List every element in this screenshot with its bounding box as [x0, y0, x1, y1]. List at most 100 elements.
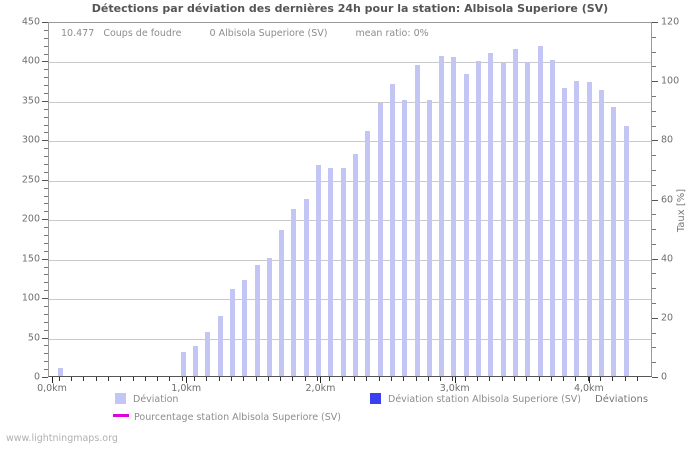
y-axis-left-minor-tick — [44, 195, 48, 197]
y-axis-right-tick-label: 20 — [661, 312, 674, 324]
gridline — [49, 62, 651, 64]
y-axis-left-tick-label: 350 — [21, 95, 40, 107]
y-axis-left-minor-tick — [44, 290, 48, 292]
y-axis-right-minor-tick — [652, 125, 656, 127]
x-axis-minor-tick — [292, 377, 294, 381]
y-axis-right-tick-label: 0 — [661, 371, 668, 383]
y-axis-left-minor-tick — [44, 369, 48, 371]
y-axis-left-minor-tick — [44, 313, 48, 315]
y-axis-left-tick-label: 150 — [21, 253, 40, 265]
bar — [525, 62, 531, 376]
y-axis-right-minor-tick — [652, 229, 656, 231]
y-axis-left-minor-tick — [44, 77, 48, 79]
x-axis-minor-tick — [181, 377, 183, 381]
y-axis-left-minor-tick — [44, 203, 48, 205]
bar — [353, 154, 358, 376]
bar — [193, 346, 199, 376]
bar — [254, 264, 260, 376]
legend-label-deviation-station: Déviation station Albisola Superiore (SV… — [388, 394, 582, 405]
bar — [57, 368, 63, 376]
gridline — [49, 141, 651, 143]
x-axis-minor-tick — [83, 377, 85, 381]
bar — [512, 49, 518, 376]
y-axis-left-tick — [42, 298, 48, 300]
y-axis-right-minor-tick — [652, 155, 656, 157]
x-axis-title: Déviations — [595, 394, 649, 405]
x-axis-minor-tick — [194, 377, 196, 381]
bar — [451, 56, 457, 376]
y-axis-left-minor-tick — [44, 69, 48, 71]
y-axis-left-minor-tick — [44, 211, 48, 213]
x-axis-tick-label: 2,0km — [305, 383, 336, 394]
y-axis-left-minor-tick — [44, 93, 48, 94]
gridline — [49, 338, 651, 340]
legend-swatch-percentage-station — [113, 414, 129, 417]
bar — [488, 52, 494, 376]
y-axis-left-tick — [42, 61, 48, 63]
y-axis-left-minor-tick — [44, 164, 48, 165]
legend-swatch-deviation — [115, 393, 126, 404]
y-axis-left-minor-tick — [44, 329, 48, 331]
plot-inner — [49, 23, 651, 376]
x-axis-tick — [186, 377, 188, 383]
x-axis-minor-tick — [280, 377, 282, 381]
legend-item-deviation-station[interactable]: Déviation station Albisola Superiore (SV… — [370, 393, 581, 405]
gridline — [49, 180, 651, 182]
x-axis-minor-tick — [354, 377, 355, 381]
x-axis-minor-tick — [489, 377, 491, 381]
x-axis-tick — [454, 377, 456, 383]
x-axis-minor-tick — [452, 377, 454, 381]
x-axis-minor-tick — [341, 377, 343, 381]
legend-label-percentage-station: Pourcentage station Albisola Superiore (… — [134, 412, 342, 423]
y-axis-left-tick-label: 50 — [27, 332, 40, 344]
bar — [562, 88, 568, 376]
bar — [242, 279, 248, 376]
y-axis-right-tick — [652, 140, 658, 142]
x-axis-minor-tick — [415, 377, 417, 381]
y-axis-right-minor-tick — [652, 36, 656, 38]
x-axis-tick — [52, 377, 53, 383]
x-axis-minor-tick — [513, 377, 515, 381]
x-axis-tick-label: 3,0km — [439, 383, 470, 394]
y-axis-left-minor-tick — [44, 187, 48, 189]
y-axis-right-minor-tick — [652, 95, 656, 97]
y-axis-left-minor-tick — [44, 345, 48, 347]
bar — [402, 99, 408, 376]
y-axis-left-tick-label: 200 — [21, 213, 40, 225]
y-axis-right-minor-tick — [652, 332, 656, 334]
subtitle-count-label: Coups de foudre — [103, 28, 182, 39]
y-axis-left-tick — [42, 22, 48, 23]
x-axis-minor-tick — [58, 377, 60, 381]
x-axis-minor-tick — [366, 377, 368, 381]
x-axis-minor-tick — [95, 377, 97, 381]
x-axis-tick — [588, 377, 590, 383]
legend-item-deviation[interactable]: Déviation — [115, 393, 178, 405]
x-axis-minor-tick — [477, 377, 478, 381]
y-axis-left-minor-tick — [44, 132, 48, 134]
y-axis-left-minor-tick — [44, 148, 48, 150]
x-axis-minor-tick — [464, 377, 466, 381]
legend-item-percentage-station[interactable]: Pourcentage station Albisola Superiore (… — [113, 412, 341, 423]
bar — [439, 55, 445, 376]
x-axis-minor-tick — [157, 377, 159, 381]
y-axis-right-tick-label: 60 — [661, 194, 674, 205]
legend-swatch-deviation-station — [370, 393, 381, 404]
y-axis-left-minor-tick — [44, 85, 48, 87]
bar — [229, 289, 235, 376]
y-axis-left-minor-tick — [44, 274, 48, 276]
bar — [611, 107, 617, 376]
y-axis-left-minor-tick — [44, 29, 48, 31]
x-axis-minor-tick — [624, 377, 626, 381]
x-axis-tick-label: 1,0km — [171, 383, 202, 394]
y-axis-left-minor-tick — [44, 321, 48, 323]
y-axis-right: 0 20 40 60 80 100 120 — [652, 17, 700, 383]
x-axis-minor-tick — [501, 377, 503, 381]
y-axis-right-tick — [652, 258, 658, 260]
y-axis-left-tick-label: 100 — [21, 292, 40, 304]
bar — [549, 59, 555, 376]
x-axis-minor-tick — [304, 377, 306, 381]
x-axis-minor-tick — [526, 377, 528, 381]
bar — [414, 65, 420, 376]
bar — [291, 208, 297, 376]
y-axis-right-minor-tick — [652, 110, 656, 112]
